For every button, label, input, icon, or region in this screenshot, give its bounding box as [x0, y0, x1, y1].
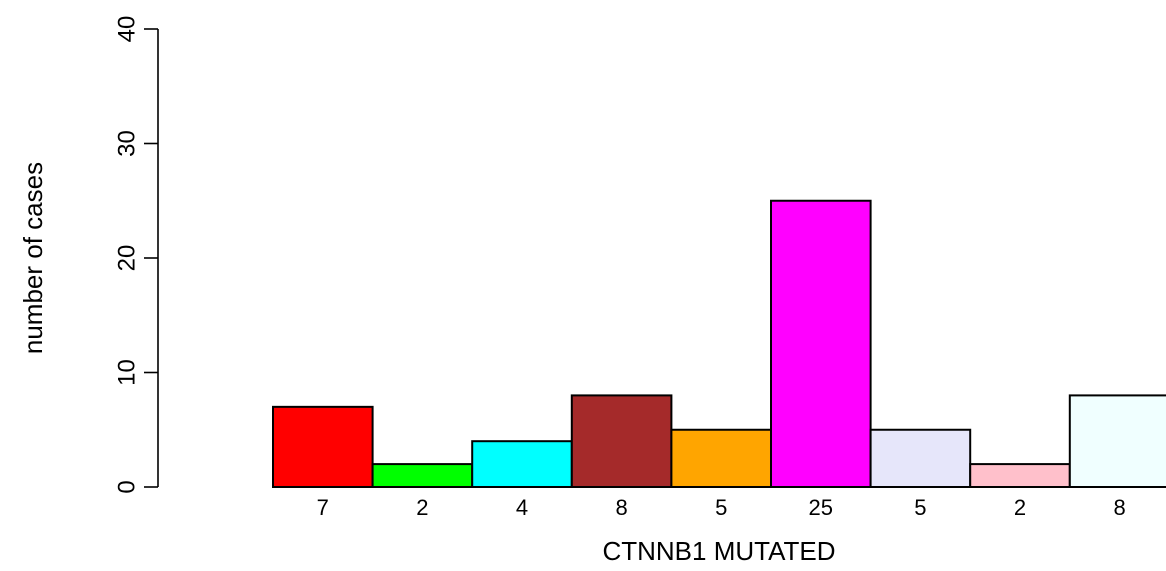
bar-value-label: 7 — [317, 495, 329, 520]
bar — [371, 463, 474, 489]
bar — [471, 440, 573, 489]
bar-value-label: 2 — [1014, 495, 1026, 520]
bar — [670, 428, 773, 488]
y-tick-label: 0 — [113, 480, 140, 493]
x-axis-title: CTNNB1 MUTATED — [602, 536, 835, 566]
y-axis-title: number of cases — [18, 162, 48, 354]
y-tick-label: 20 — [113, 245, 140, 272]
bar-value-label: 25 — [809, 495, 833, 520]
bar — [1068, 394, 1166, 488]
bar-value-label: 4 — [516, 495, 528, 520]
bar — [770, 199, 872, 488]
bar-value-label: 2 — [416, 495, 428, 520]
y-tick-label: 40 — [113, 16, 140, 43]
bar — [969, 463, 1071, 489]
bar-labels: 7 2 4 8 5 25 5 2 8 — [317, 495, 1126, 520]
y-tick-label: 30 — [113, 130, 140, 157]
bar — [272, 405, 374, 489]
bar-value-label: 8 — [615, 495, 627, 520]
bar-value-label: 5 — [914, 495, 926, 520]
y-tick-label: 10 — [113, 359, 140, 386]
bar — [869, 428, 972, 488]
y-axis: 0 10 20 30 40 — [113, 16, 159, 494]
bars — [272, 199, 1166, 489]
bar-value-label: 8 — [1113, 495, 1125, 520]
bar — [570, 394, 673, 488]
bar-value-label: 5 — [715, 495, 727, 520]
